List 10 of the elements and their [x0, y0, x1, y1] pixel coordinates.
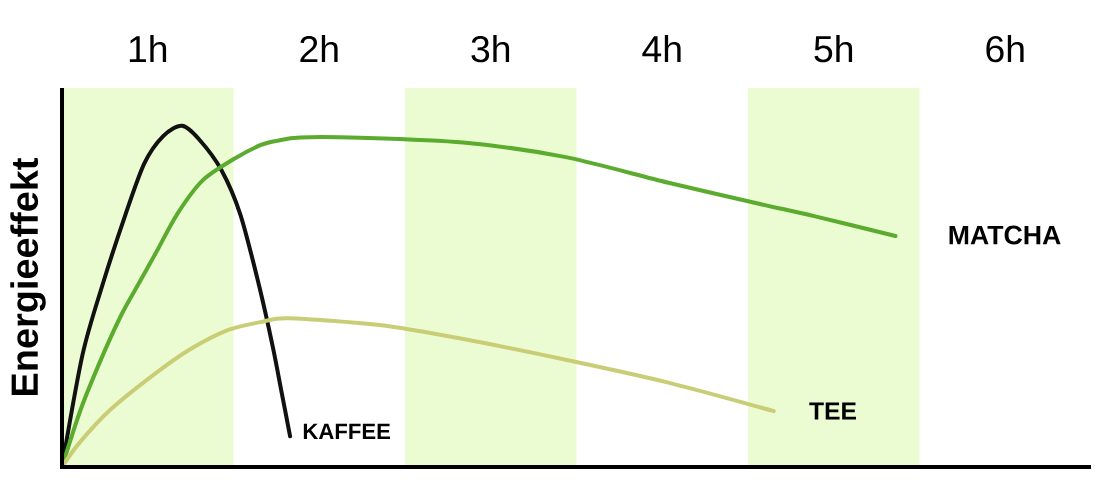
y-axis-title: Energieeffekt [10, 158, 46, 395]
x-tick-label: 4h [642, 34, 681, 62]
x-tick-label: 5h [814, 34, 853, 63]
x-tick-label: 2h [300, 34, 338, 62]
text: MATCHA [949, 225, 1061, 245]
series-label: TEE [809, 402, 857, 420]
x-tick-label: 6h [986, 34, 1024, 63]
series-label: KAFFEE [303, 423, 391, 439]
x-tick-label: 3h [471, 34, 510, 63]
x-tick-label: 1h [129, 34, 167, 62]
